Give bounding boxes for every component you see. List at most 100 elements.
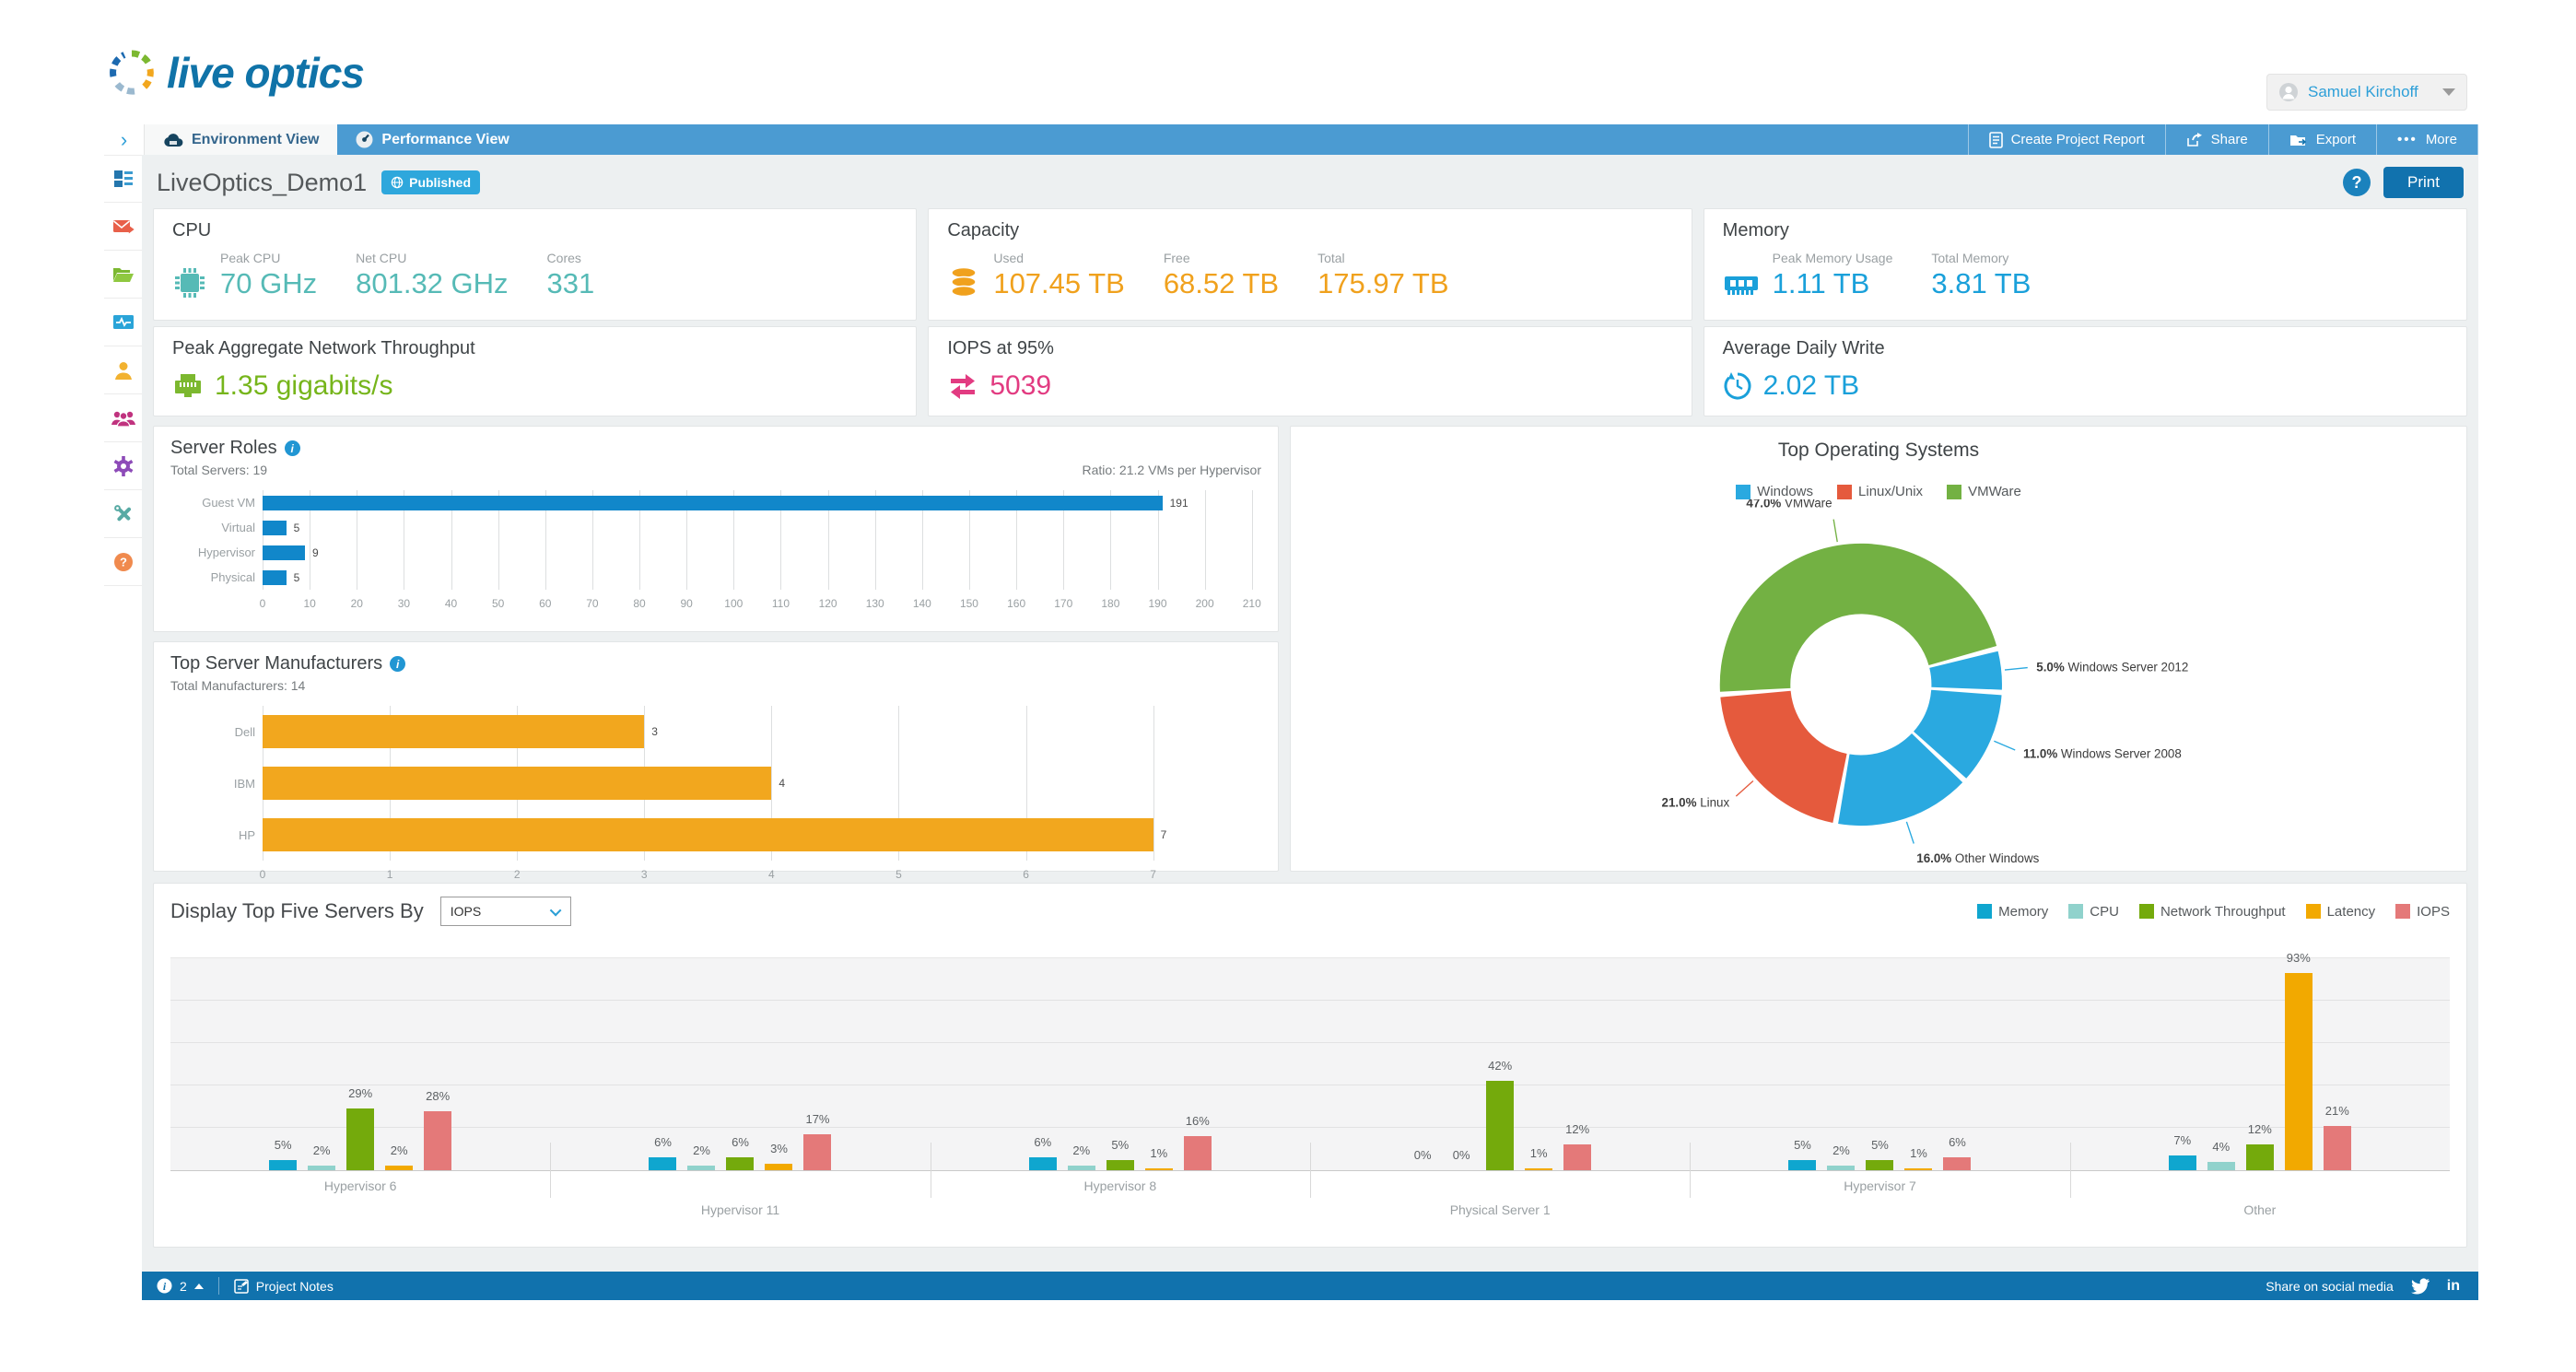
button-label: Export: [2315, 132, 2357, 147]
top-five-servers-panel: Display Top Five Servers By IOPS Memory C…: [153, 883, 2467, 1248]
bar: [263, 569, 287, 585]
sidebar-item-dashboard[interactable]: [104, 155, 142, 203]
axis-tick-label: 1: [386, 868, 393, 881]
create-project-report-button[interactable]: Create Project Report: [1967, 124, 2165, 155]
ratio-label: Ratio: 21.2 VMs per Hypervisor: [1082, 463, 1261, 477]
status-badge-label: Published: [409, 175, 472, 190]
group-separator: [2069, 1143, 2071, 1198]
chevron-down-icon: [549, 904, 562, 916]
legend-swatch: [2395, 904, 2411, 919]
legend-swatch: [2305, 904, 2321, 919]
collapse-sidebar-button[interactable]: ›: [104, 124, 145, 155]
bar-percent-label: 5%: [1794, 1137, 1811, 1152]
bar-value: 7: [1160, 828, 1167, 841]
clock-cycle-icon: [1724, 372, 1751, 400]
tab-performance-view[interactable]: Performance View: [337, 124, 527, 155]
bar: 7%: [2168, 1133, 2196, 1170]
project-notes-button[interactable]: Project Notes: [219, 1272, 348, 1300]
legend-swatch: [2068, 904, 2084, 919]
metric: Net CPU 801.32 GHz: [356, 251, 508, 300]
legend-label: Latency: [2326, 903, 2376, 920]
bar: 5%: [1106, 1138, 1134, 1170]
info-icon[interactable]: i: [284, 440, 300, 456]
page-title: LiveOptics_Demo1: [157, 168, 368, 196]
legend-label: Memory: [1998, 903, 2049, 920]
category-label: Physical: [210, 570, 255, 584]
export-button[interactable]: Export: [2267, 124, 2376, 155]
activity-monitor-icon: [112, 314, 134, 329]
info-icon[interactable]: i: [390, 656, 406, 672]
sidebar-item-user[interactable]: [104, 346, 142, 394]
linkedin-icon[interactable]: in: [2446, 1277, 2460, 1294]
sidebar-item-help[interactable]: ?: [104, 538, 142, 586]
iops-card: IOPS at 95% 5039: [928, 326, 1692, 416]
bar: 2%: [1827, 1143, 1856, 1170]
bar-row: Hypervisor 9: [198, 540, 1261, 565]
metric-value: 331: [546, 267, 595, 299]
info-count: 2: [180, 1278, 187, 1294]
bar-percent-label: 2%: [390, 1143, 408, 1158]
metric-label: Total Memory: [1931, 251, 2009, 265]
metric-value: 107.45 TB: [993, 267, 1125, 299]
sidebar-item-projects[interactable]: [104, 251, 142, 299]
slice-label: 5.0% Windows Server 2012: [2036, 660, 2188, 674]
print-button[interactable]: Print: [2383, 167, 2464, 198]
tab-environment-view[interactable]: Environment View: [145, 124, 338, 155]
metric: Peak Memory Usage 1.11 TB: [1773, 251, 1893, 300]
bar-track: 4: [263, 757, 1261, 809]
bar: 2%: [687, 1143, 716, 1170]
bar: 6%: [726, 1135, 755, 1170]
os-donut-chart: 47.0% VMWare 5.0% Windows Server 2012 11.0…: [1662, 496, 2189, 865]
grid-line: [874, 490, 876, 590]
card-title: Peak Aggregate Network Throughput: [172, 338, 475, 358]
bar: [263, 520, 287, 535]
axis-tick-label: 60: [539, 597, 552, 610]
sidebar-item-tools[interactable]: [104, 490, 142, 538]
ellipsis-icon: •••: [2397, 132, 2418, 147]
bar: 5%: [1788, 1138, 1817, 1170]
x-label: Hypervisor 8: [1083, 1179, 1157, 1193]
metric-value: 1.35 gigabits/s: [215, 370, 393, 401]
legend-label: IOPS: [2417, 903, 2450, 920]
bar-row: Virtual 5: [221, 515, 1261, 540]
bar: 2%: [385, 1143, 414, 1170]
bar: 1%: [1525, 1146, 1553, 1170]
top-servers-sort-select[interactable]: IOPS: [439, 897, 571, 926]
bar: 4%: [2207, 1140, 2235, 1170]
bar-percent-label: 5%: [274, 1137, 292, 1152]
legend-swatch: [1977, 904, 1993, 919]
metric-value: 3.81 TB: [1931, 267, 2032, 299]
top-servers-chart: 5% 2% 29% 2% 28% 6% 2% 6% 3% 17% 6% 2% 5% 1% 16% 0% 0% 42…: [170, 951, 2450, 1198]
axis-tick-label: 50: [491, 597, 505, 610]
sidebar-item-team[interactable]: [104, 394, 142, 442]
help-button[interactable]: ?: [2343, 169, 2371, 196]
status-badge: Published: [381, 170, 481, 194]
sidebar-item-mail[interactable]: [104, 203, 142, 251]
legend-label: CPU: [2090, 903, 2119, 920]
card-title: Average Daily Write: [1722, 338, 1885, 358]
chart-grid: [263, 490, 1261, 590]
bar: 17%: [803, 1112, 832, 1170]
top-manufacturers-chart: Dell 3 IBM 4 HP 7 0 1 2 3 4 5 6 7: [234, 706, 1261, 886]
bar: 12%: [2245, 1122, 2274, 1170]
bar-row: Physical 5: [211, 565, 1261, 590]
user-menu[interactable]: Samuel Kirchoff: [2266, 74, 2467, 111]
chart-x-labels: Hypervisor 6 Hypervisor 11 Hypervisor 8 Phy…: [170, 1171, 2450, 1228]
folder-export-icon: [2289, 135, 2306, 146]
grid-line: [1110, 490, 1112, 590]
twitter-icon[interactable]: [2410, 1277, 2430, 1295]
sidebar-item-monitoring[interactable]: [104, 299, 142, 346]
bar: 1%: [1144, 1146, 1173, 1170]
x-label: Hypervisor 7: [1844, 1179, 1916, 1193]
bar: 5%: [1866, 1138, 1894, 1170]
axis-tick-label: 20: [350, 597, 363, 610]
bar-value: 5: [293, 570, 300, 584]
bar-group: 6% 2% 6% 3% 17%: [550, 958, 930, 1170]
group-separator: [1690, 1143, 1692, 1198]
sidebar-item-settings[interactable]: [104, 442, 142, 490]
gear-icon: [113, 455, 133, 476]
footer-info-toggle[interactable]: i 2: [142, 1272, 218, 1300]
more-button[interactable]: ••• More: [2376, 124, 2478, 155]
card-title: Capacity: [947, 220, 1020, 240]
share-button[interactable]: Share: [2164, 124, 2268, 155]
